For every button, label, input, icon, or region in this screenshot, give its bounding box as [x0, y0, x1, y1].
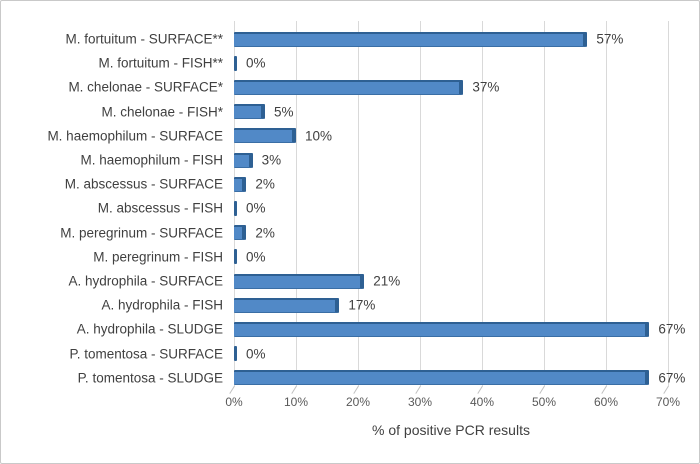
value-label: 0%: [246, 346, 266, 362]
value-label: 0%: [246, 200, 266, 216]
x-tick-label: 30%: [407, 395, 433, 409]
axis-tick-mark: [291, 385, 297, 394]
gridline-10%: [296, 21, 297, 386]
value-label: 67%: [658, 370, 686, 386]
category-label: M. haemophilum - SURFACE: [47, 128, 223, 144]
bar-P. tomentosa - SLUDGE: [234, 370, 649, 386]
axis-tick-mark: [415, 385, 421, 394]
value-label: 0%: [246, 249, 266, 265]
category-label: A. hydrophila - SURFACE: [68, 273, 223, 289]
axis-tick-mark: [663, 385, 669, 394]
bar-M. chelonae - SURFACE*: [234, 79, 463, 95]
category-label: M. peregrinum - SURFACE: [60, 225, 223, 241]
bar-M. abscessus - SURFACE: [234, 176, 246, 192]
category-label: A. hydrophila - SLUDGE: [76, 321, 223, 337]
category-label: P. tomentosa - SLUDGE: [77, 370, 223, 386]
value-label: 17%: [348, 297, 376, 313]
bar-M. peregrinum - FISH: [234, 249, 237, 265]
x-tick-label: 70%: [655, 395, 681, 409]
bar-P. tomentosa - SURFACE: [234, 346, 237, 362]
gridline-70%: [668, 21, 669, 386]
category-label: M. peregrinum - FISH: [93, 249, 223, 265]
value-label: 3%: [261, 152, 282, 168]
bar-M. fortuitum - SURFACE**: [234, 31, 587, 47]
value-label: 5%: [274, 104, 294, 120]
category-label: M. haemophilum - FISH: [80, 152, 223, 168]
axis-tick-mark: [601, 385, 607, 394]
bar-A. hydrophila - SLUDGE: [234, 321, 649, 337]
category-label: M. chelonae - FISH*: [101, 104, 223, 120]
category-label: M. chelonae - SURFACE*: [68, 79, 223, 95]
category-label: M. fortuitum - FISH**: [98, 55, 223, 71]
category-label: A. hydrophila - FISH: [101, 297, 223, 313]
category-label: P. tomentosa - SURFACE: [69, 346, 223, 362]
x-tick-label: 60%: [593, 395, 619, 409]
bar-M. chelonae - FISH*: [234, 104, 265, 120]
x-tick-label: 40%: [469, 395, 495, 409]
bar-M. fortuitum - FISH**: [234, 55, 237, 71]
category-label: M. abscessus - FISH: [97, 200, 223, 216]
x-tick-label: 10%: [283, 395, 309, 409]
value-label: 57%: [596, 31, 624, 47]
bar-M. peregrinum - SURFACE: [234, 225, 246, 241]
bar-M. haemophilum - FISH: [234, 152, 253, 168]
value-label: 2%: [255, 176, 275, 192]
category-label: M. fortuitum - SURFACE**: [65, 31, 223, 47]
gridline-40%: [482, 21, 483, 386]
value-label: 37%: [472, 79, 500, 95]
gridline-20%: [358, 21, 359, 386]
gridline-60%: [606, 21, 607, 386]
category-label: M. abscessus - SURFACE: [64, 176, 223, 192]
value-label: 0%: [246, 55, 266, 71]
x-tick-label: 20%: [345, 395, 371, 409]
value-label: 10%: [305, 128, 333, 144]
bar-M. haemophilum - SURFACE: [234, 128, 296, 144]
gridline-30%: [420, 21, 421, 386]
x-tick-label: 50%: [531, 395, 557, 409]
axis-tick-mark: [539, 385, 545, 394]
axis-tick-mark: [477, 385, 483, 394]
axis-tick-mark: [353, 385, 359, 394]
bar-A. hydrophila - SURFACE: [234, 273, 364, 289]
value-label: 67%: [658, 321, 686, 337]
x-axis-title: % of positive PCR results: [372, 422, 530, 438]
bar-M. abscessus - FISH: [234, 200, 237, 216]
axis-tick-mark: [229, 385, 235, 394]
value-label: 2%: [255, 225, 275, 241]
x-tick-label: 0%: [225, 395, 243, 409]
gridline-50%: [544, 21, 545, 386]
bar-A. hydrophila - FISH: [234, 297, 339, 313]
value-label: 21%: [373, 273, 401, 289]
